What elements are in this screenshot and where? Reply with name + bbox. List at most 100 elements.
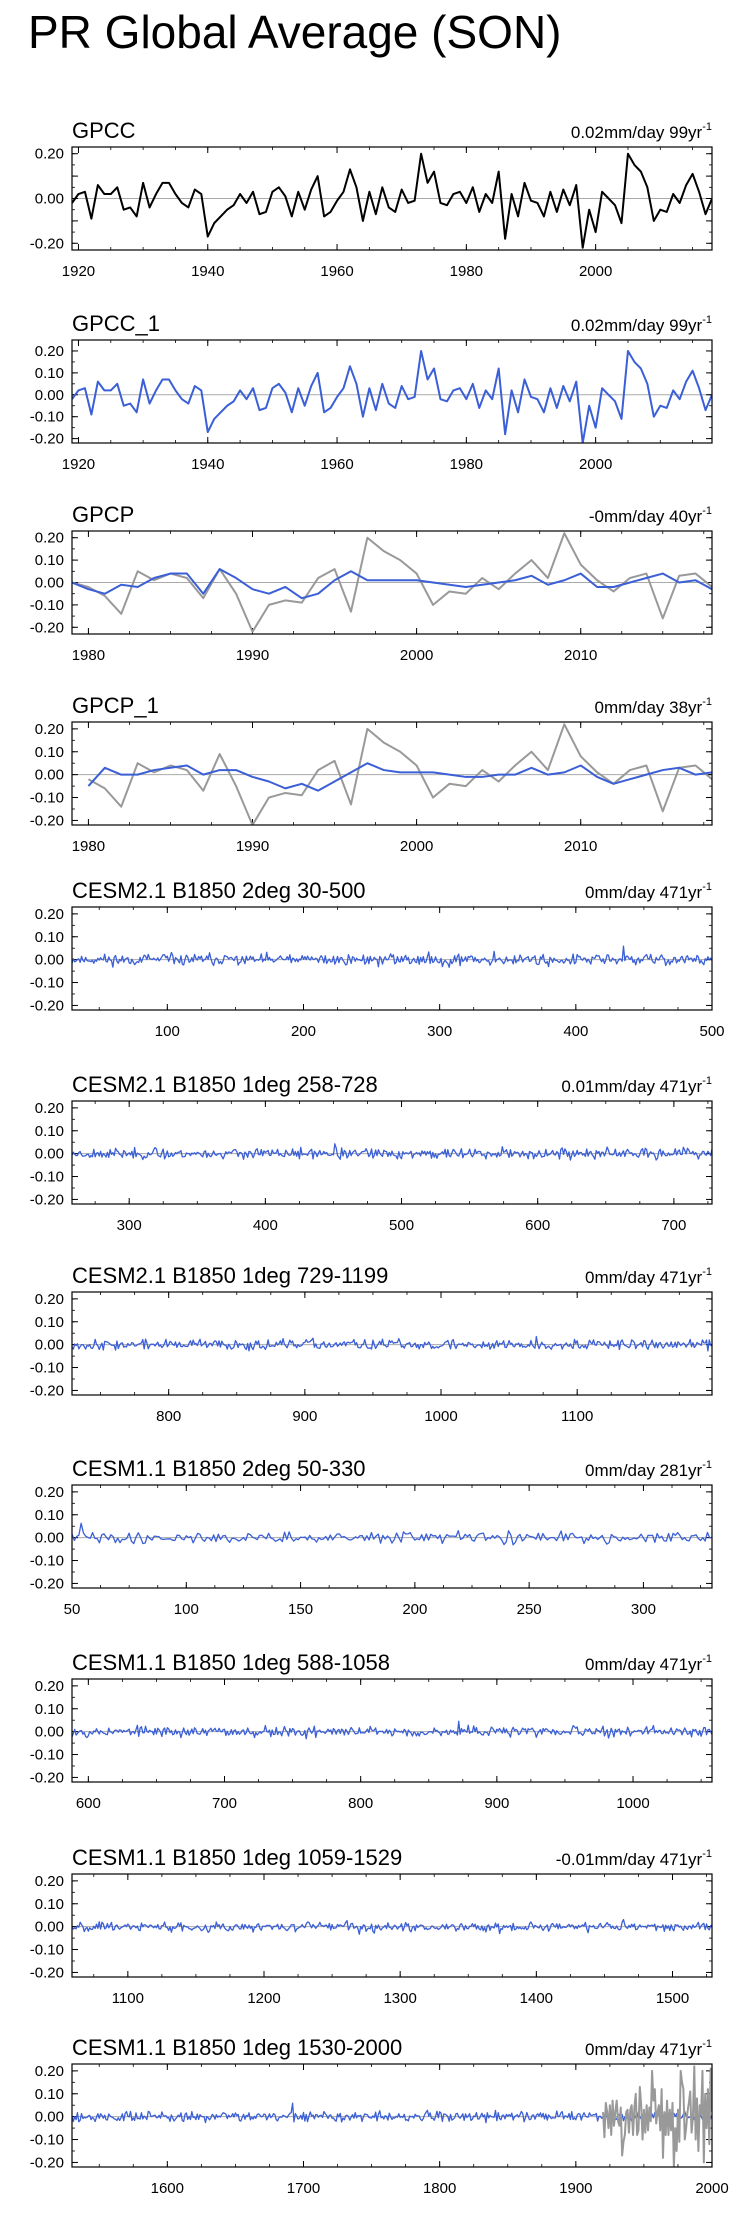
y-tick-label: 0.10	[35, 744, 64, 761]
x-tick-label: 1990	[236, 838, 269, 855]
series-line	[72, 1918, 712, 1935]
y-tick-label: 0.00	[35, 1146, 64, 1163]
y-tick-label: -0.10	[30, 1169, 64, 1186]
x-tick-label: 1940	[191, 456, 224, 473]
x-tick-label: 1960	[320, 456, 353, 473]
y-tick-label: 0.20	[35, 530, 64, 547]
y-tick-label: -0.10	[30, 409, 64, 426]
x-tick-label: 1300	[383, 1990, 416, 2007]
x-tick-label: 2000	[400, 838, 433, 855]
x-tick-label: 700	[212, 1795, 237, 1812]
chart-title: CESM2.1 B1850 1deg 258-728	[72, 1072, 378, 1097]
y-tick-label: 0.20	[35, 906, 64, 923]
y-tick-label: 0.20	[35, 1291, 64, 1308]
y-tick-label: -0.20	[30, 235, 64, 252]
y-tick-label: 0.00	[35, 387, 64, 404]
trend-label: 0mm/day 471yr-1	[585, 1266, 712, 1287]
x-tick-label: 800	[348, 1795, 373, 1812]
y-tick-label: -0.20	[30, 812, 64, 829]
x-tick-label: 2000	[695, 2180, 728, 2197]
chart-title: CESM1.1 B1850 1deg 1530-2000	[72, 2035, 402, 2060]
plot-frame	[71, 339, 713, 444]
y-tick-label: -0.20	[30, 1382, 64, 1399]
x-tick-label: 2000	[579, 456, 612, 473]
x-tick-label: 1000	[424, 1408, 457, 1425]
x-tick-label: 900	[484, 1795, 509, 1812]
y-tick-label: -0.10	[30, 1360, 64, 1377]
x-tick-label: 1100	[561, 1408, 593, 1425]
y-tick-label: -0.20	[30, 1191, 64, 1208]
plot-frame	[71, 721, 713, 826]
x-tick-label: 250	[517, 1601, 542, 1618]
trend-label: 0mm/day 471yr-1	[585, 2038, 712, 2059]
chart-title: CESM2.1 B1850 2deg 30-500	[72, 878, 366, 903]
series-line	[602, 2065, 712, 2167]
chart-title: CESM1.1 B1850 2deg 50-330	[72, 1456, 366, 1481]
x-tick-label: 1200	[247, 1990, 280, 2007]
chart-panel: CESM2.1 B1850 2deg 30-500 0mm/day 471yr-1…	[30, 878, 725, 1040]
chart-title: GPCP	[72, 502, 134, 527]
x-tick-label: 700	[661, 1217, 686, 1234]
y-tick-label: 0.00	[35, 1530, 64, 1547]
x-tick-label: 2010	[564, 647, 597, 664]
y-tick-label: -0.20	[30, 2154, 64, 2171]
x-tick-label: 1400	[520, 1990, 553, 2007]
chart-title: CESM1.1 B1850 1deg 588-1058	[72, 1650, 390, 1675]
chart-panel: CESM1.1 B1850 1deg 1059-1529 -0.01mm/day …	[30, 1845, 713, 2007]
series-line	[72, 568, 712, 600]
x-tick-label: 2010	[564, 838, 597, 855]
x-tick-label: 1940	[191, 263, 224, 280]
x-tick-label: 1980	[72, 647, 105, 664]
y-tick-label: -0.10	[30, 2132, 64, 2149]
y-tick-label: 0.20	[35, 721, 64, 738]
y-tick-label: -0.20	[30, 997, 64, 1014]
trend-label: -0.01mm/day 471yr-1	[556, 1848, 712, 1869]
plot-frame	[71, 2063, 713, 2168]
y-tick-label: 0.00	[35, 952, 64, 969]
y-tick-label: 0.20	[35, 1100, 64, 1117]
x-tick-label: 1000	[616, 1795, 649, 1812]
x-tick-label: 1920	[62, 456, 95, 473]
y-tick-label: 0.00	[35, 1724, 64, 1741]
x-tick-label: 1980	[72, 838, 105, 855]
x-tick-label: 900	[292, 1408, 317, 1425]
x-tick-label: 1600	[151, 2180, 184, 2197]
series-line	[72, 945, 712, 968]
x-tick-label: 400	[253, 1217, 278, 1234]
y-tick-label: 0.00	[35, 1337, 64, 1354]
x-tick-label: 1100	[112, 1990, 144, 2007]
plot-frame	[71, 1291, 713, 1396]
series-line	[87, 723, 712, 825]
chart-panel: GPCC_1 0.02mm/day 99yr-1 -0.20 -0.10 0.00 0.1…	[30, 311, 713, 473]
trend-label: 0mm/day 281yr-1	[585, 1459, 712, 1480]
x-tick-label: 200	[291, 1023, 316, 1040]
chart-title: GPCC	[72, 118, 136, 143]
series-line	[72, 1720, 712, 1740]
y-tick-label: -0.20	[30, 1769, 64, 1786]
plot-frame	[71, 146, 713, 251]
y-tick-label: 0.00	[35, 191, 64, 208]
trend-label: 0mm/day 471yr-1	[585, 881, 712, 902]
x-tick-label: 100	[155, 1023, 180, 1040]
x-tick-label: 1980	[450, 263, 483, 280]
plot-frame	[71, 530, 713, 635]
y-tick-label: 0.10	[35, 929, 64, 946]
y-tick-label: 0.20	[35, 1484, 64, 1501]
y-tick-label: 0.10	[35, 552, 64, 569]
chart-panel: GPCP -0mm/day 40yr-1 -0.20 -0.10 0.00 0.10 0.2…	[30, 502, 713, 664]
y-tick-label: 0.20	[35, 146, 64, 163]
y-tick-label: -0.10	[30, 790, 64, 807]
chart-panel: GPCC 0.02mm/day 99yr-1 -0.20 0.00 0.20 1920 19…	[30, 118, 713, 280]
y-tick-label: -0.20	[30, 1964, 64, 1981]
trend-label: 0.01mm/day 471yr-1	[561, 1075, 712, 1096]
page-title: PR Global Average (SON)	[28, 6, 562, 58]
x-tick-label: 200	[402, 1601, 427, 1618]
x-tick-label: 500	[699, 1023, 724, 1040]
x-tick-label: 1900	[559, 2180, 592, 2197]
y-tick-label: 0.00	[35, 1919, 64, 1936]
x-tick-label: 1920	[62, 263, 95, 280]
y-tick-label: 0.00	[35, 2109, 64, 2126]
x-tick-label: 600	[525, 1217, 550, 1234]
x-tick-label: 2000	[400, 647, 433, 664]
chart-title: GPCC_1	[72, 311, 160, 336]
